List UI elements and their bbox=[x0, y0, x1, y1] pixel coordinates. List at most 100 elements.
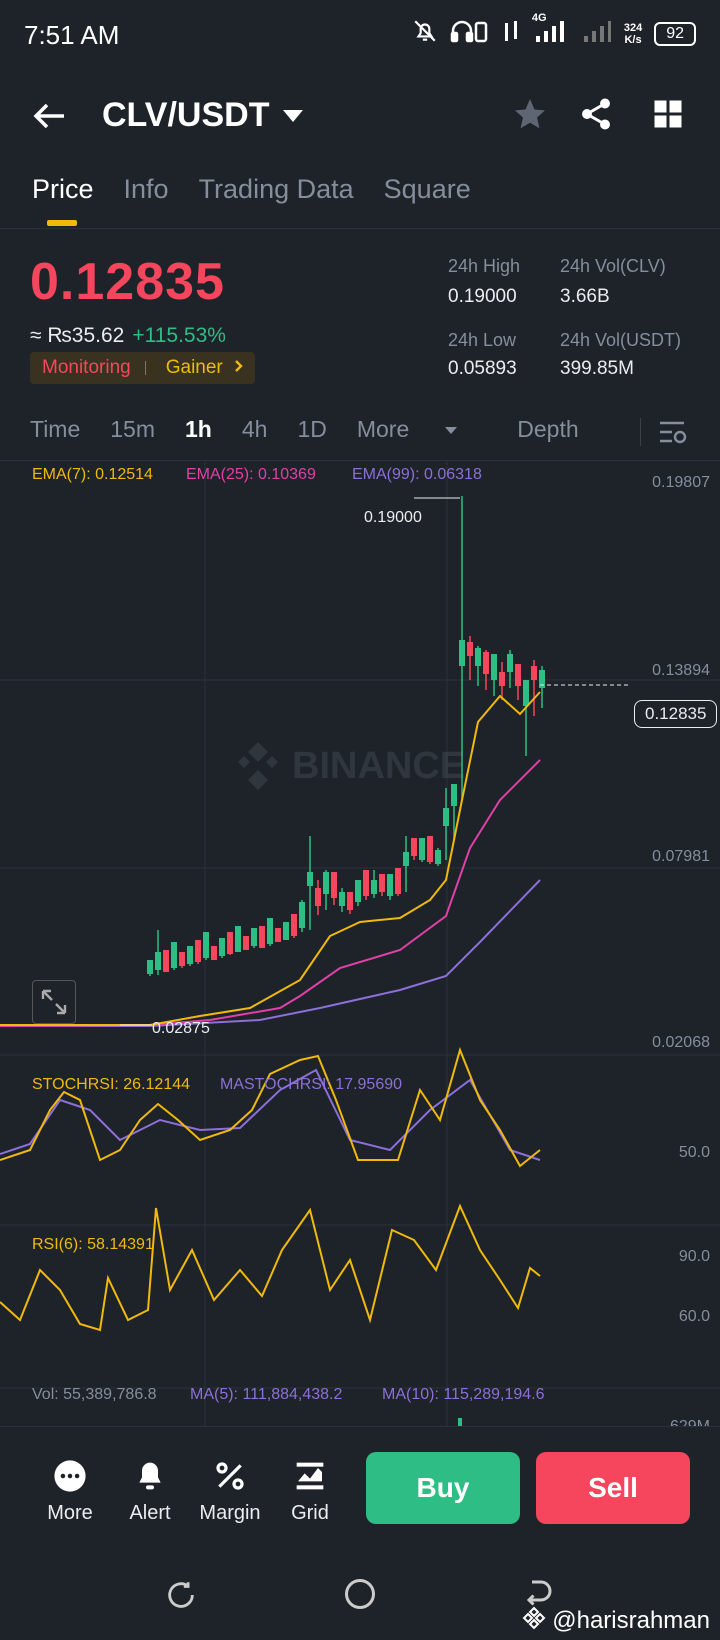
expand-chart-icon[interactable] bbox=[32, 980, 76, 1024]
rsi-line bbox=[0, 1203, 541, 1332]
chart-top-divider bbox=[0, 460, 720, 461]
candle-body bbox=[291, 914, 297, 936]
candle-body bbox=[235, 926, 241, 952]
interval-time[interactable]: Time bbox=[30, 416, 81, 442]
interval-4h[interactable]: 4h bbox=[241, 416, 268, 442]
rsi-axis-label-1: 90.0 bbox=[678, 1248, 710, 1265]
headphones-icon bbox=[450, 18, 490, 50]
low-label: 24h Low bbox=[448, 330, 517, 350]
interval-more[interactable]: More bbox=[357, 416, 487, 443]
interval-depth[interactable]: Depth bbox=[517, 416, 579, 442]
pair-dropdown-icon bbox=[283, 109, 304, 122]
home-icon[interactable] bbox=[342, 1576, 378, 1617]
candle-body bbox=[475, 648, 481, 666]
y-axis-label-3: 0.07981 bbox=[652, 848, 710, 865]
recents-icon[interactable] bbox=[164, 1578, 198, 1617]
main-tabs: Price Info Trading Data Square bbox=[32, 174, 471, 205]
tabs-divider bbox=[0, 228, 720, 229]
rsi-legend: RSI(6): 58.14391 bbox=[32, 1236, 154, 1253]
vol-usdt-value: 399.85M bbox=[560, 358, 634, 379]
more-dots-icon bbox=[30, 1456, 110, 1496]
interval-1d[interactable]: 1D bbox=[297, 416, 327, 442]
tag-bar[interactable]: Monitoring Gainer bbox=[30, 352, 255, 384]
share-icon[interactable] bbox=[578, 96, 618, 136]
buy-button[interactable]: Buy bbox=[366, 1452, 520, 1524]
candle-body bbox=[531, 666, 537, 680]
ema25-legend: EMA(25): 0.10369 bbox=[186, 466, 316, 483]
candle-body bbox=[419, 838, 425, 860]
pair-title: CLV/USDT bbox=[102, 96, 270, 134]
candle-body bbox=[331, 872, 337, 898]
candle-body bbox=[339, 892, 345, 906]
interval-15m[interactable]: 15m bbox=[110, 416, 156, 442]
more-label: More bbox=[47, 1502, 93, 1524]
sell-button[interactable]: Sell bbox=[536, 1452, 690, 1524]
tab-info[interactable]: Info bbox=[123, 174, 169, 204]
candle-body bbox=[523, 680, 529, 706]
high-value: 0.19000 bbox=[448, 286, 517, 307]
watermark-text: BINANCE bbox=[292, 745, 465, 787]
candle-body bbox=[371, 880, 377, 894]
candles bbox=[0, 496, 545, 1026]
alert-button[interactable]: Alert bbox=[110, 1456, 190, 1525]
tab-square[interactable]: Square bbox=[383, 174, 471, 204]
margin-button[interactable]: Margin bbox=[190, 1456, 270, 1525]
interval-separator bbox=[640, 418, 641, 446]
vol-ma5-legend: MA(5): 111,884,438.2 bbox=[190, 1386, 343, 1403]
candle-body bbox=[195, 940, 201, 962]
candle-body bbox=[515, 664, 521, 686]
candle-body bbox=[499, 672, 505, 686]
vol-clv-value: 3.66B bbox=[560, 286, 610, 307]
candle-body bbox=[443, 808, 449, 826]
ema99-legend: EMA(99): 0.06318 bbox=[352, 466, 482, 483]
candle-body bbox=[155, 952, 161, 970]
tab-trading-data[interactable]: Trading Data bbox=[198, 174, 354, 204]
ema99-line bbox=[0, 879, 541, 1027]
stochrsi-line bbox=[0, 1046, 541, 1168]
candle-body bbox=[283, 922, 289, 940]
grid-button[interactable]: Grid bbox=[270, 1456, 350, 1525]
y-axis-label-4: 0.02068 bbox=[652, 1034, 710, 1051]
pair-selector[interactable]: CLV/USDT bbox=[102, 96, 304, 135]
last-price: 0.12835 bbox=[30, 253, 225, 311]
more-button[interactable]: More bbox=[30, 1456, 110, 1525]
low-marker-label: 0.02875 bbox=[152, 1020, 210, 1037]
percent-icon bbox=[190, 1456, 270, 1496]
ema7-legend: EMA(7): 0.12514 bbox=[32, 466, 153, 483]
price-chart[interactable]: BINANCE bbox=[0, 460, 720, 1426]
mastochrsi-line bbox=[0, 1068, 541, 1161]
bell-icon bbox=[110, 1456, 190, 1496]
status-icons: 4G 324 K/s 92 bbox=[412, 12, 696, 50]
y-axis-label-2: 0.13894 bbox=[652, 662, 710, 679]
back-arrow-icon[interactable] bbox=[30, 96, 70, 136]
back-nav-icon[interactable] bbox=[520, 1576, 556, 1617]
chart-settings-icon[interactable] bbox=[658, 418, 688, 451]
status-time: 7:51 AM bbox=[24, 20, 120, 50]
candle-body bbox=[491, 654, 497, 680]
tag-separator bbox=[144, 361, 146, 375]
chevron-right-icon bbox=[233, 357, 255, 379]
candle-body bbox=[483, 652, 489, 674]
system-nav-bar bbox=[0, 1548, 720, 1640]
ema7-line bbox=[0, 691, 541, 1026]
tab-price[interactable]: Price bbox=[32, 174, 94, 204]
favorite-star-icon[interactable] bbox=[512, 96, 552, 136]
watermark-logo-icon bbox=[522, 1606, 546, 1637]
candle-body bbox=[243, 936, 249, 950]
monitoring-tag: Monitoring bbox=[42, 357, 131, 378]
candle-body bbox=[507, 654, 513, 672]
candle-body bbox=[411, 838, 417, 856]
candle-body bbox=[163, 950, 169, 972]
vol-clv-label: 24h Vol(CLV) bbox=[560, 256, 666, 276]
price-change: +115.53% bbox=[132, 324, 226, 347]
candle-body bbox=[363, 870, 369, 896]
candle-body bbox=[451, 784, 457, 806]
candle-body bbox=[467, 642, 473, 656]
watermark-text: @harisrahman bbox=[552, 1606, 710, 1634]
interval-1h[interactable]: 1h bbox=[185, 416, 212, 442]
volume-legend: Vol: 55,389,786.8 bbox=[32, 1386, 157, 1403]
candle-body bbox=[403, 852, 409, 866]
grid-menu-icon[interactable] bbox=[650, 96, 690, 136]
y-axis-label-1: 0.19807 bbox=[652, 474, 710, 491]
candle-body bbox=[387, 874, 393, 896]
